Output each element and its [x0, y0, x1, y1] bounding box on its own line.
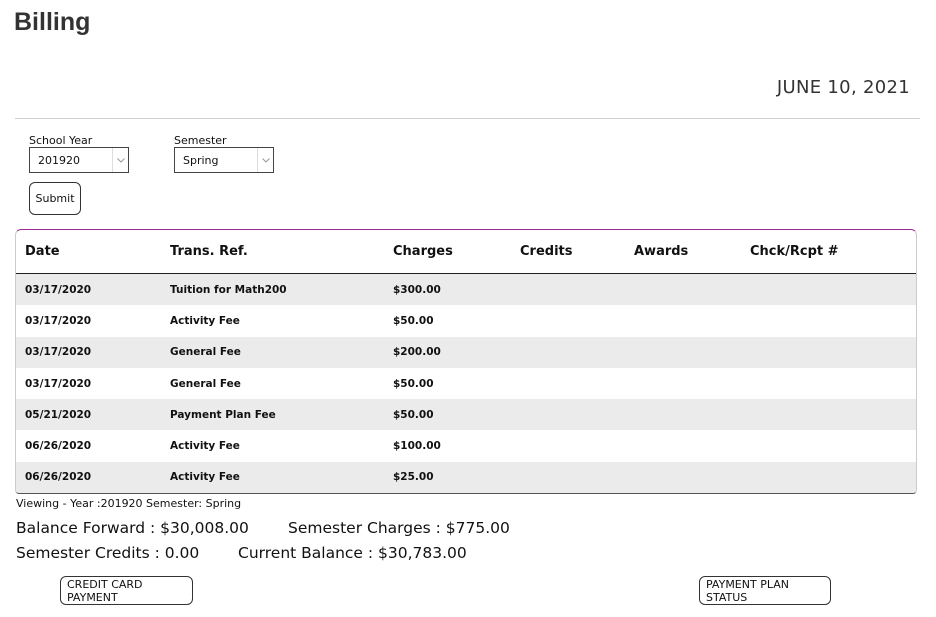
semester-charges: Semester Charges : $775.00 — [288, 519, 510, 537]
cell-date: 06/26/2020 — [25, 440, 92, 453]
school-year-select[interactable]: 201920 — [29, 147, 129, 173]
column-header-awards: Awards — [634, 230, 750, 274]
cell-credits — [520, 368, 634, 399]
semester-value: Spring — [183, 153, 219, 167]
submit-button[interactable]: Submit — [29, 182, 81, 215]
table-row: 03/17/2020 Activity Fee $50.00 — [16, 305, 916, 336]
cell-credits — [520, 430, 634, 461]
cell-awards — [634, 336, 750, 368]
cell-date: 03/17/2020 — [25, 377, 92, 390]
cell-credits — [520, 273, 634, 306]
cell-trans-ref: Payment Plan Fee — [170, 399, 393, 431]
viewing-caption: Viewing - Year :201920 Semester: Spring — [16, 497, 242, 510]
cell-charges: $50.00 — [393, 377, 434, 390]
header-divider — [15, 118, 920, 119]
table-row: 03/17/2020 Tuition for Math200 $300.00 — [16, 273, 916, 306]
cell-check-receipt — [750, 461, 916, 493]
table-row: 03/17/2020 General Fee $50.00 — [16, 368, 916, 399]
cell-date: 03/17/2020 — [16, 273, 170, 306]
page-title: Billing — [14, 8, 91, 36]
payment-plan-status-button[interactable]: PAYMENT PLAN STATUS — [699, 576, 831, 605]
school-year-label: School Year — [29, 134, 93, 147]
cell-awards — [634, 461, 750, 493]
cell-date: 05/21/2020 — [16, 399, 170, 431]
cell-check-receipt — [750, 273, 916, 306]
cell-credits — [520, 305, 634, 336]
cell-trans-ref: Activity Fee — [170, 461, 393, 493]
cell-trans-ref: General Fee — [170, 377, 241, 390]
semester-label: Semester — [174, 134, 227, 147]
cell-check-receipt — [750, 430, 916, 461]
semester-select[interactable]: Spring — [174, 147, 274, 173]
cell-awards — [634, 430, 750, 461]
table-row: 06/26/2020 Activity Fee $100.00 — [16, 430, 916, 461]
cell-charges: $100.00 — [393, 440, 441, 453]
cell-awards — [634, 399, 750, 431]
cell-awards — [634, 368, 750, 399]
column-header-charges: Charges — [393, 230, 520, 274]
balance-forward: Balance Forward : $30,008.00 — [16, 519, 249, 537]
column-header-credits: Credits — [520, 230, 634, 274]
semester-credits: Semester Credits : 0.00 — [16, 544, 200, 562]
cell-charges: $25.00 — [393, 461, 520, 493]
cell-charges: $50.00 — [393, 314, 434, 327]
cell-credits — [520, 461, 634, 493]
current-date: JUNE 10, 2021 — [776, 77, 910, 98]
cell-awards — [634, 273, 750, 306]
table-row: 05/21/2020 Payment Plan Fee $50.00 — [16, 399, 916, 431]
cell-trans-ref: Activity Fee — [170, 440, 240, 453]
cell-date: 03/17/2020 — [16, 336, 170, 368]
cell-date: 03/17/2020 — [25, 314, 92, 327]
billing-table: Date Trans. Ref. Charges Credits Awards … — [15, 229, 917, 494]
cell-charges: $50.00 — [393, 399, 520, 431]
cell-trans-ref: General Fee — [170, 336, 393, 368]
credit-card-payment-button[interactable]: CREDIT CARD PAYMENT — [60, 576, 193, 605]
column-header-check-receipt: Chck/Rcpt # — [750, 230, 916, 274]
cell-awards — [634, 305, 750, 336]
table-header-row: Date Trans. Ref. Charges Credits Awards … — [16, 230, 916, 274]
cell-check-receipt — [750, 399, 916, 431]
cell-check-receipt — [750, 305, 916, 336]
cell-check-receipt — [750, 368, 916, 399]
chevron-down-icon — [257, 148, 273, 172]
cell-trans-ref: Tuition for Math200 — [170, 273, 393, 306]
chevron-down-icon — [112, 148, 128, 172]
cell-charges: $300.00 — [393, 273, 520, 306]
cell-charges: $200.00 — [393, 336, 520, 368]
cell-credits — [520, 336, 634, 368]
current-balance: Current Balance : $30,783.00 — [238, 544, 467, 562]
cell-check-receipt — [750, 336, 916, 368]
cell-trans-ref: Activity Fee — [170, 314, 240, 327]
cell-date: 06/26/2020 — [16, 461, 170, 493]
column-header-trans-ref: Trans. Ref. — [170, 230, 393, 274]
table-row: 03/17/2020 General Fee $200.00 — [16, 336, 916, 368]
cell-credits — [520, 399, 634, 431]
school-year-value: 201920 — [38, 153, 80, 167]
column-header-date: Date — [16, 230, 170, 274]
table-row: 06/26/2020 Activity Fee $25.00 — [16, 461, 916, 493]
